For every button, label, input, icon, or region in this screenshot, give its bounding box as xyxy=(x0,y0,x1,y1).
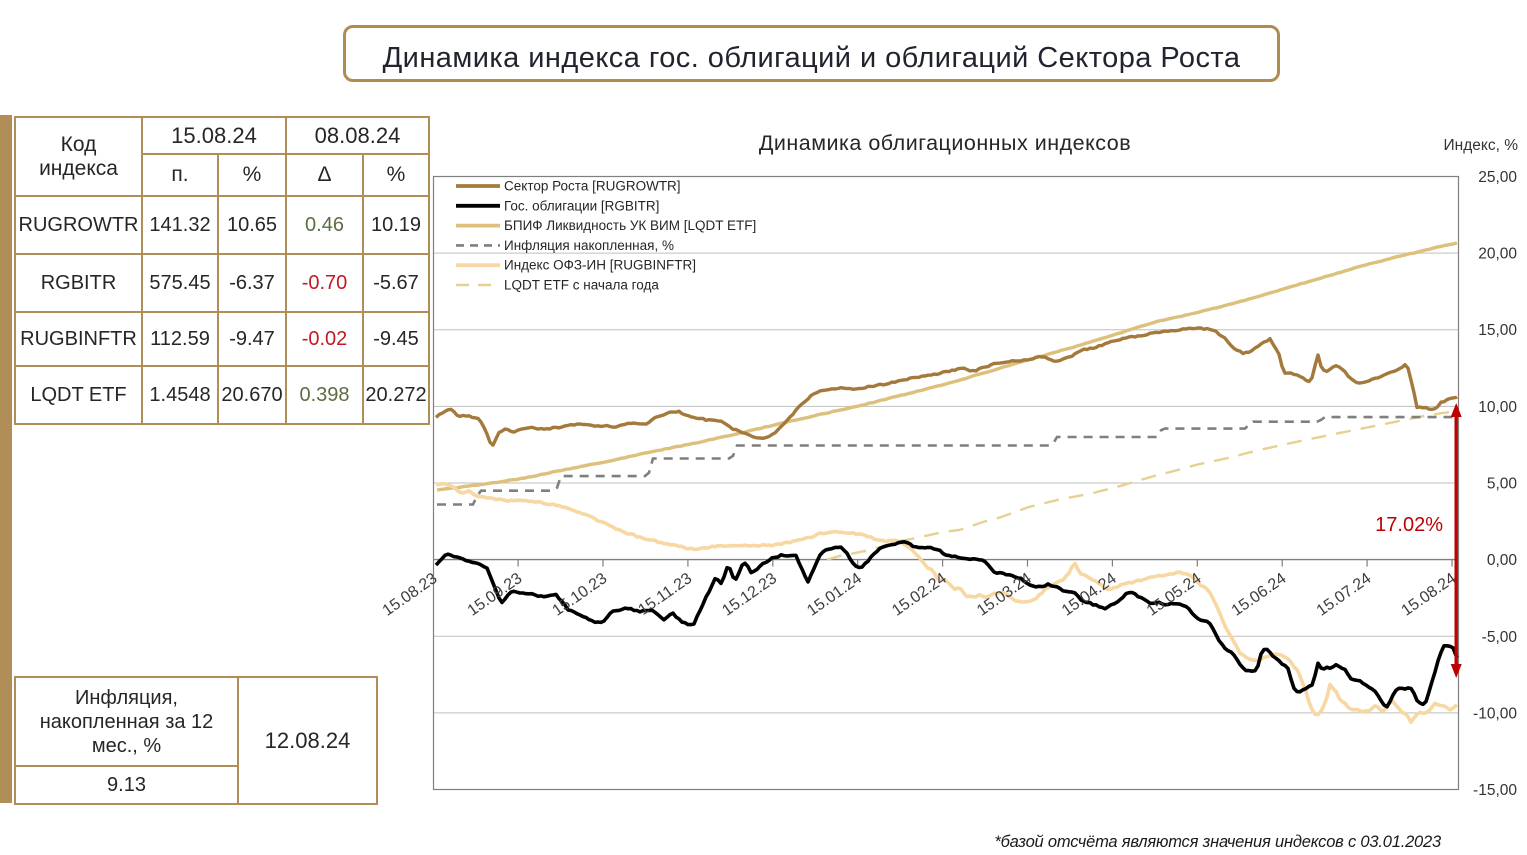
svg-text:20,00: 20,00 xyxy=(1478,246,1517,263)
svg-text:*базой отсчёта являются значен: *базой отсчёта являются значения индексо… xyxy=(994,833,1442,851)
svg-text:25,00: 25,00 xyxy=(1478,169,1517,186)
svg-text:LQDT ETF с начала года: LQDT ETF с начала года xyxy=(504,278,659,293)
svg-text:15.02.24: 15.02.24 xyxy=(889,570,950,620)
svg-text:15.01.24: 15.01.24 xyxy=(804,570,865,620)
svg-text:15.12.23: 15.12.23 xyxy=(719,570,780,620)
svg-text:БПИФ Ликвидность УК ВИМ [LQDT: БПИФ Ликвидность УК ВИМ [LQDT ETF] xyxy=(504,218,756,233)
svg-text:10,00: 10,00 xyxy=(1478,399,1517,416)
svg-text:15.09.23: 15.09.23 xyxy=(465,570,526,620)
svg-text:Сектор Роста [RUGROWTR]: Сектор Роста [RUGROWTR] xyxy=(504,179,681,194)
svg-text:-5,00: -5,00 xyxy=(1482,629,1518,646)
svg-text:-15,00: -15,00 xyxy=(1473,782,1517,799)
svg-text:Индекс, %: Индекс, % xyxy=(1444,137,1519,154)
svg-text:0,00: 0,00 xyxy=(1487,552,1518,569)
svg-text:-10,00: -10,00 xyxy=(1473,705,1517,722)
svg-text:15.08.24: 15.08.24 xyxy=(1399,570,1460,620)
svg-text:15.10.23: 15.10.23 xyxy=(550,570,611,620)
svg-text:17.02%: 17.02% xyxy=(1375,514,1443,536)
svg-text:15.08.23: 15.08.23 xyxy=(380,570,441,620)
svg-text:Инфляция накопленная, %: Инфляция накопленная, % xyxy=(504,238,674,253)
svg-text:Динамика облигационных индексо: Динамика облигационных индексов xyxy=(759,131,1131,155)
svg-text:15.07.24: 15.07.24 xyxy=(1314,570,1375,620)
svg-text:Гос. облигации [RGBITR]: Гос. облигации [RGBITR] xyxy=(504,198,659,213)
svg-text:15.06.24: 15.06.24 xyxy=(1229,570,1290,620)
svg-text:15.11.23: 15.11.23 xyxy=(635,570,695,619)
svg-text:Индекс ОФЗ-ИН [RUGBINFTR]: Индекс ОФЗ-ИН [RUGBINFTR] xyxy=(504,258,696,273)
svg-text:5,00: 5,00 xyxy=(1487,476,1518,493)
svg-text:15,00: 15,00 xyxy=(1478,322,1517,339)
